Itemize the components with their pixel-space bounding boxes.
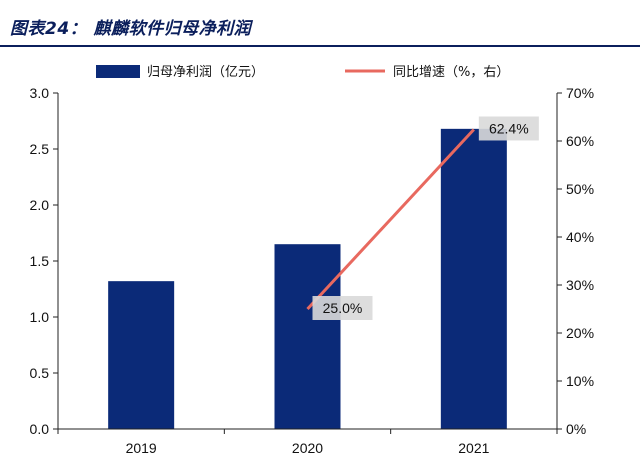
left-tick-label: 0.5 — [30, 365, 50, 381]
data-label-box — [312, 296, 373, 320]
growth-line — [306, 128, 475, 311]
left-tick-label: 2.0 — [30, 197, 50, 213]
bar-series — [108, 128, 507, 429]
bar-2020 — [274, 244, 341, 429]
right-tick-label: 60% — [566, 133, 594, 149]
right-tick-label: 40% — [566, 229, 594, 245]
right-tick-label: 10% — [566, 373, 594, 389]
data-labels: 25.0% 62.4% — [312, 116, 539, 320]
chart-title: 图表24： 麒麟软件归母净利润 — [10, 19, 252, 39]
title-divider — [0, 45, 640, 47]
right-tick-label: 20% — [566, 325, 594, 341]
legend-bar-label: 归母净利润（亿元） — [147, 65, 264, 80]
axes: 0.0 0.5 1.0 1.5 2.0 2.5 3.0 0% 10% 20% 30% 40% 50% 60… — [30, 85, 595, 456]
legend: 归母净利润（亿元） 同比增速（%，右） — [96, 65, 509, 80]
left-tick-label: 2.5 — [30, 141, 50, 157]
right-tick-label: 30% — [566, 277, 594, 293]
data-label-box — [478, 116, 539, 141]
x-tick-label: 2021 — [458, 440, 489, 456]
legend-line-label: 同比增速（%，右） — [393, 65, 509, 80]
data-label: 62.4% — [489, 120, 529, 136]
left-tick-label: 3.0 — [30, 85, 50, 101]
legend-bar-swatch — [96, 65, 140, 78]
x-tick-label: 2019 — [126, 440, 157, 456]
left-tick-label: 0.0 — [30, 421, 50, 437]
right-tick-label: 50% — [566, 181, 594, 197]
x-tick-label: 2020 — [292, 440, 323, 456]
line-series — [306, 128, 475, 311]
left-tick-label: 1.0 — [30, 309, 50, 325]
data-label: 25.0% — [323, 300, 363, 316]
right-tick-label: 0% — [566, 421, 586, 437]
bar-2021 — [440, 128, 507, 429]
right-tick-label: 70% — [566, 85, 594, 101]
bar-2019 — [108, 281, 175, 429]
left-tick-label: 1.5 — [30, 253, 50, 269]
